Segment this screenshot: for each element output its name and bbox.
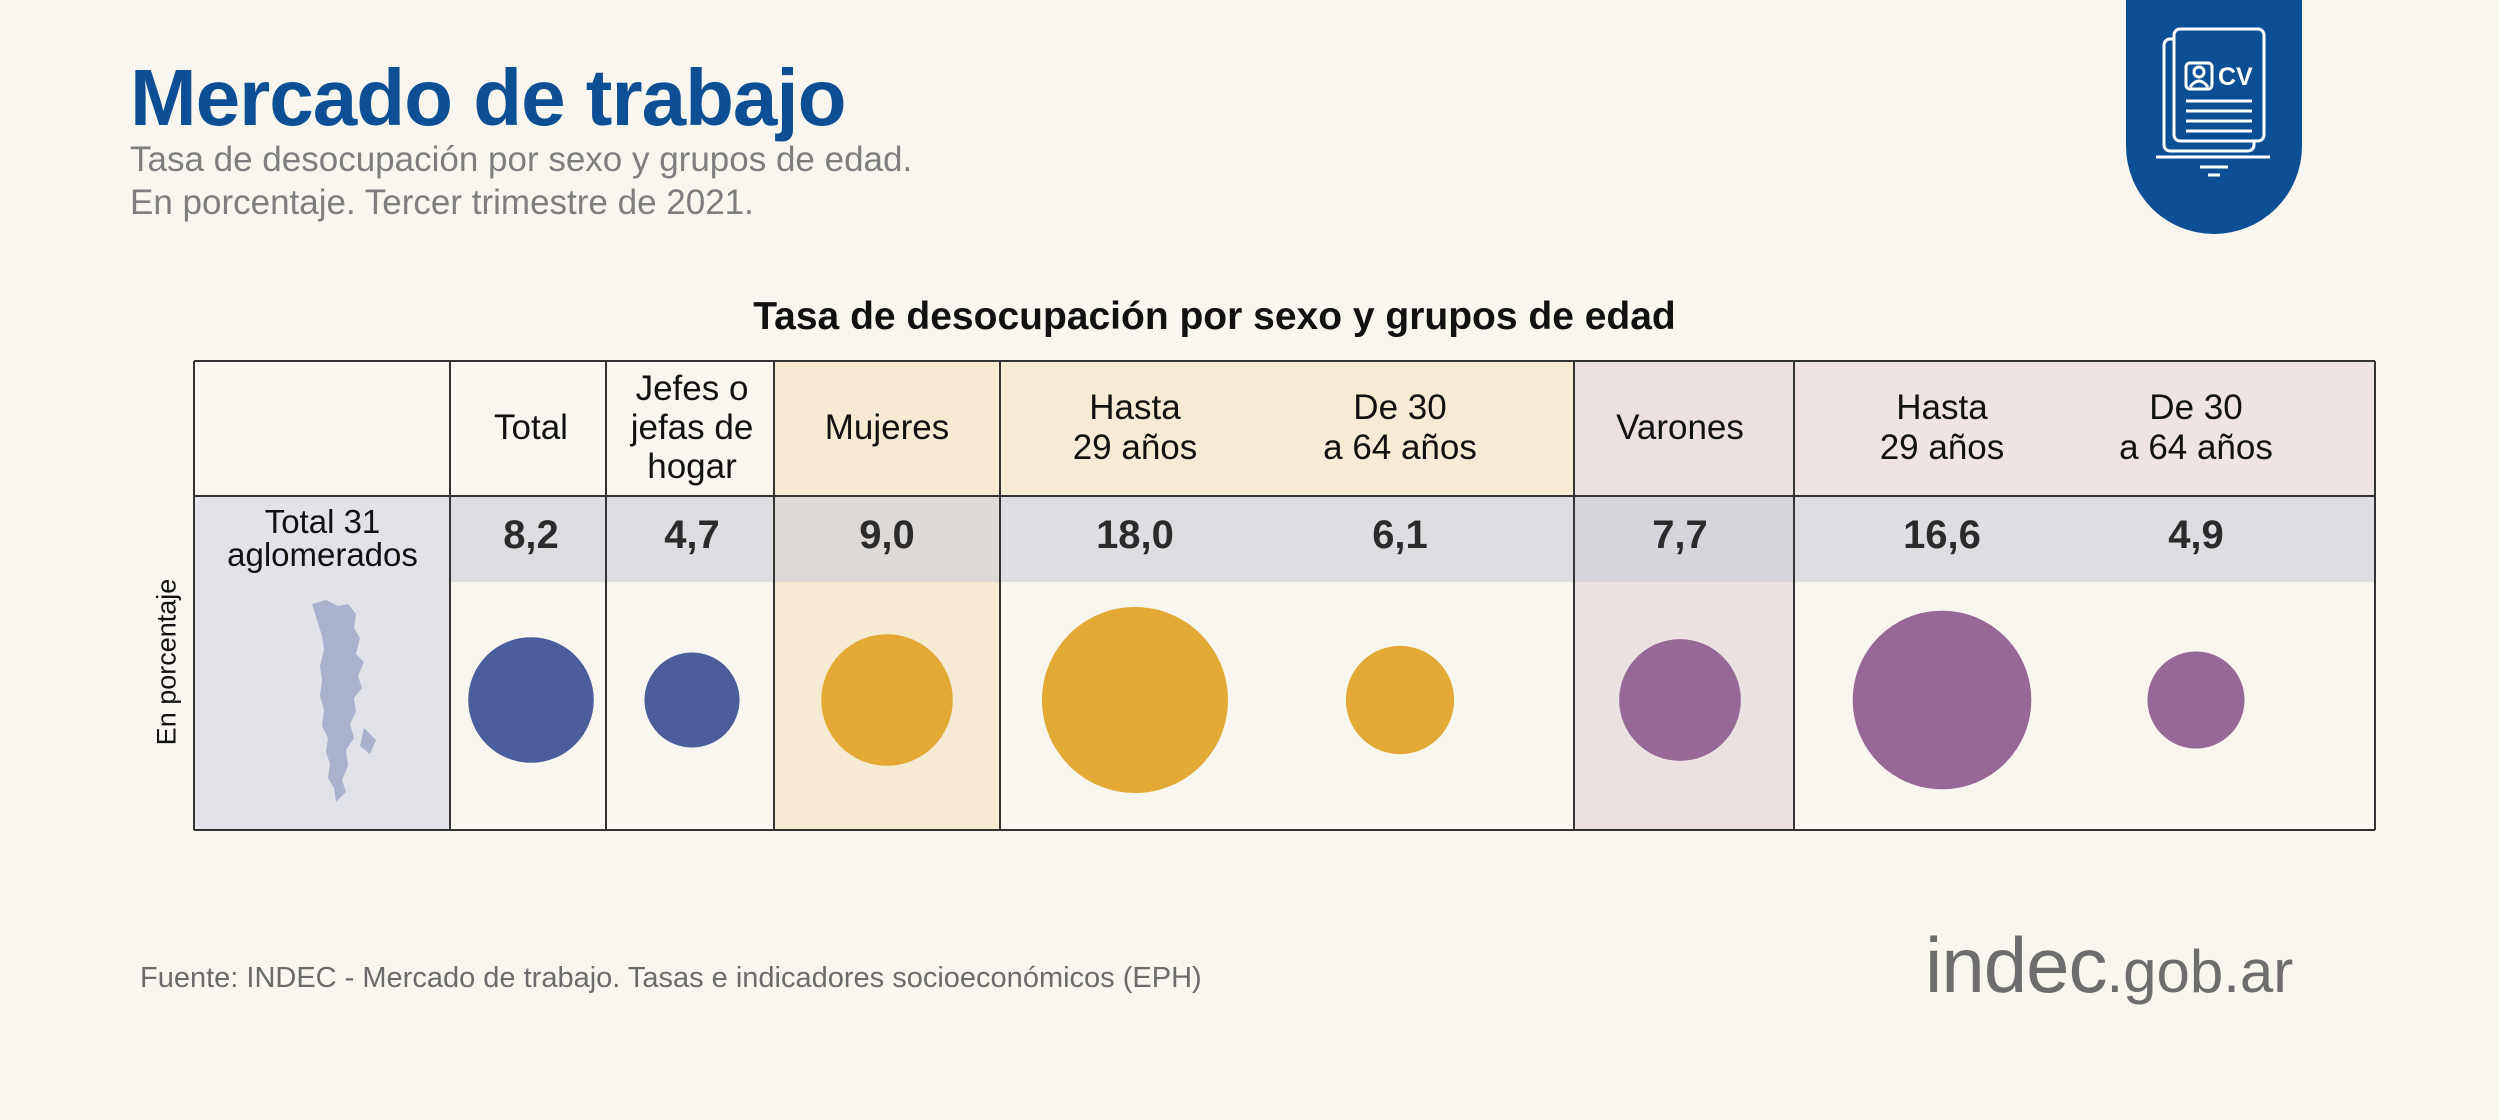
y-axis-label: En porcentaje [151,578,182,746]
bubble-total [468,637,594,763]
value-label: 7,7 [1652,512,1708,557]
value-label: 4,9 [2168,512,2224,557]
bubble-mujeres [821,634,953,766]
argentina-map-icon [312,600,376,802]
bubble-varones [2147,651,2245,749]
cv-label: CV [2218,63,2253,91]
column-header: Varones [1616,407,1744,447]
bubble-varones [1619,639,1741,761]
column-header: Mujeres [824,407,950,447]
column-header: Total [494,407,568,447]
value-label: 18,0 [1096,512,1174,557]
column-header: De 30 a 64 años [1323,388,1477,467]
bubble-total [644,652,740,748]
row-label: Total 31 aglomerados [227,503,418,573]
page-title: Mercado de trabajo [130,53,847,142]
value-row-band [450,496,2375,582]
page-subtitle: Tasa de desocupación por sexo y grupos d… [130,140,913,179]
bubble-varones [1852,610,2032,790]
value-label: 6,1 [1372,512,1428,557]
varones-age-header-bg [1794,361,2375,496]
mujeres-age-header-bg [1000,361,1574,496]
value-label: 9,0 [859,512,915,557]
bubble-mujeres [1345,645,1455,755]
value-label: 4,7 [664,512,720,557]
chart-title: Tasa de desocupación por sexo y grupos d… [753,295,1676,338]
bubble-mujeres [1042,607,1228,793]
value-label: 8,2 [503,512,559,557]
column-header: Jefes o jefas de hogar [630,368,754,487]
page-subtitle-period: En porcentaje. Tercer trimestre de 2021. [130,183,754,222]
indec-logo[interactable]: indec.gob.ar [1925,920,2293,1011]
logo-main: indec [1925,921,2107,1009]
cv-document-icon: CV [2156,27,2270,177]
logo-domain: .gob.ar [2106,938,2294,1005]
column-header: Hasta 29 años [1879,388,2005,467]
value-label: 16,6 [1903,512,1981,557]
column-header: De 30 a 64 años [2119,388,2273,467]
source-note: Fuente: INDEC - Mercado de trabajo. Tasa… [140,962,1202,994]
column-header: Hasta 29 años [1072,388,1198,467]
cv-badge: CV [2126,0,2302,234]
